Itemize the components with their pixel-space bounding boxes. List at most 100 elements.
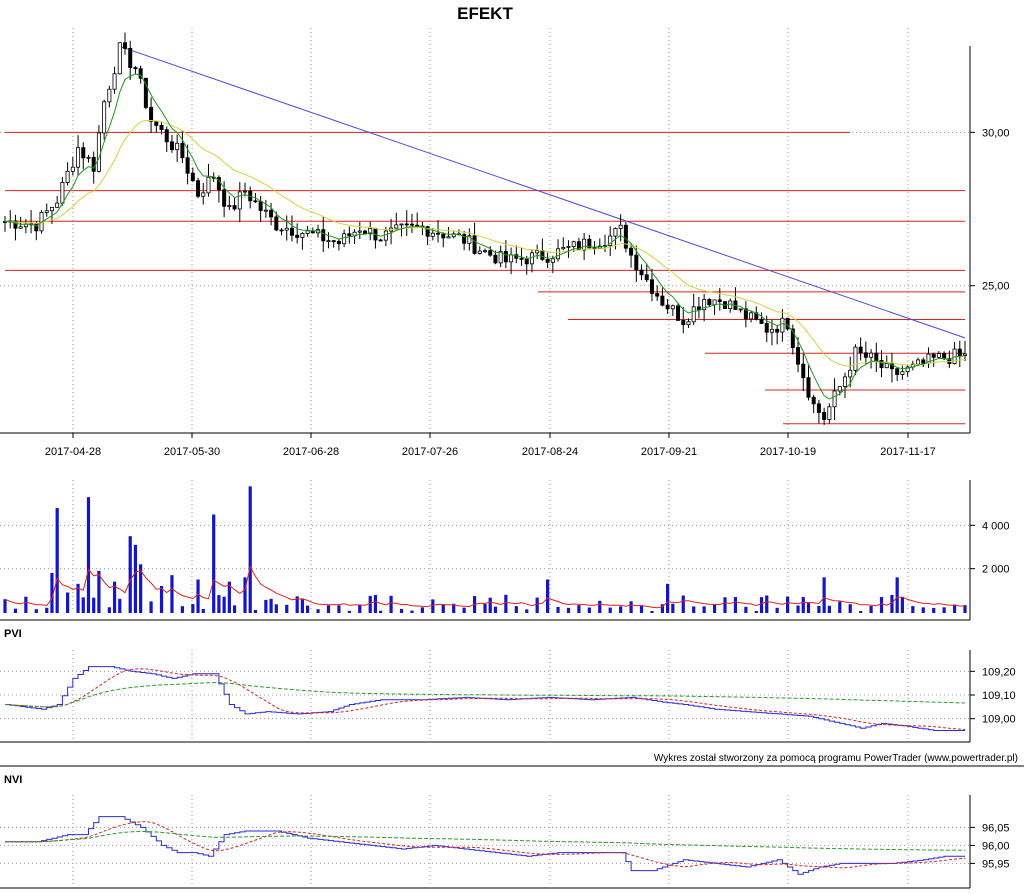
candle xyxy=(623,224,628,249)
volume-bar xyxy=(217,595,221,613)
candle xyxy=(837,386,842,392)
volume-bar xyxy=(765,595,769,613)
candle xyxy=(133,67,138,70)
candle xyxy=(18,226,23,229)
volume-bar xyxy=(786,596,790,613)
volume-bar xyxy=(692,606,696,613)
volume-y-tick-label: 2 000 xyxy=(982,564,1010,576)
volume-bar xyxy=(911,606,915,613)
x-tick-label: 2017-10-19 xyxy=(760,446,816,458)
candle xyxy=(738,308,743,311)
candle xyxy=(383,230,388,241)
volume-bar xyxy=(55,508,59,613)
volume-bar xyxy=(379,610,383,613)
nvi-value-line xyxy=(5,816,965,875)
candle xyxy=(759,318,764,324)
candle xyxy=(347,233,352,237)
pvi-signal-line xyxy=(4,668,966,730)
candle xyxy=(263,209,268,212)
candle xyxy=(884,363,889,369)
candle xyxy=(201,192,206,197)
candle xyxy=(269,209,274,218)
candle xyxy=(60,182,65,204)
candle xyxy=(326,240,331,243)
candle xyxy=(712,299,717,306)
volume-bar xyxy=(420,607,424,613)
candle xyxy=(608,235,613,246)
candle xyxy=(477,250,482,254)
candle xyxy=(138,68,143,79)
volume-bar xyxy=(514,606,518,613)
candle xyxy=(743,308,748,320)
candle xyxy=(357,230,362,233)
candle xyxy=(430,232,435,237)
chart-title: EFEKT xyxy=(457,4,513,23)
volume-bar xyxy=(817,605,821,613)
volume-bar xyxy=(191,604,195,613)
volume-bar xyxy=(733,597,738,613)
volume-bar xyxy=(504,594,508,613)
candle xyxy=(44,210,49,213)
volume-bar xyxy=(97,570,101,613)
volume-bar xyxy=(337,605,341,613)
pvi-y-tick-label: 109,10 xyxy=(982,690,1016,702)
candle xyxy=(488,250,493,256)
x-tick-label: 2017-05-30 xyxy=(164,446,220,458)
volume-bar xyxy=(358,604,362,613)
volume-bar xyxy=(650,610,654,613)
volume-bar xyxy=(248,486,252,613)
candle xyxy=(159,125,164,131)
candle xyxy=(242,190,247,193)
candle xyxy=(613,228,618,237)
volume-bar xyxy=(827,605,831,613)
candle xyxy=(175,142,180,151)
candle xyxy=(869,352,874,358)
candle xyxy=(196,180,201,197)
candle xyxy=(900,371,905,375)
volume-bar xyxy=(92,597,96,613)
volume-ma-line xyxy=(4,565,966,609)
candle xyxy=(96,132,101,172)
volume-bar xyxy=(629,601,633,613)
candle xyxy=(274,216,279,231)
volume-bar xyxy=(274,604,278,613)
volume-bar xyxy=(462,607,466,613)
volume-bar xyxy=(942,607,946,613)
volume-bar xyxy=(201,608,205,613)
x-tick-label: 2017-09-21 xyxy=(641,446,697,458)
candle xyxy=(295,234,300,238)
candle xyxy=(644,274,649,281)
candle xyxy=(441,233,446,239)
candle xyxy=(76,147,81,168)
volume-bar xyxy=(45,607,49,613)
candle xyxy=(117,42,122,75)
candle xyxy=(556,248,561,260)
candle xyxy=(284,227,289,231)
candle xyxy=(529,252,534,265)
pvi-y-tick-label: 109,00 xyxy=(982,714,1016,726)
volume-bar xyxy=(712,604,717,613)
candle xyxy=(206,176,211,194)
candle xyxy=(916,359,921,365)
nvi-signal-line xyxy=(5,821,966,869)
volume-bar xyxy=(243,577,247,613)
pvi-y-tick-label: 109,20 xyxy=(982,666,1016,678)
candle xyxy=(180,142,185,159)
candle xyxy=(128,48,133,68)
candle xyxy=(123,42,128,49)
candle xyxy=(639,269,644,276)
volume-bar xyxy=(493,606,498,613)
candle xyxy=(691,306,696,323)
candle xyxy=(629,247,634,256)
volume-bar xyxy=(227,581,231,613)
x-tick-label: 2017-04-28 xyxy=(45,446,101,458)
volume-bar xyxy=(525,609,529,613)
price-y-tick-label: 30,00 xyxy=(982,127,1010,139)
candle xyxy=(649,279,654,294)
candle xyxy=(957,348,962,356)
candle xyxy=(670,305,675,310)
long-ma-line xyxy=(5,120,966,367)
volume-bar xyxy=(139,564,143,613)
candle xyxy=(618,224,623,229)
candle xyxy=(561,247,566,250)
